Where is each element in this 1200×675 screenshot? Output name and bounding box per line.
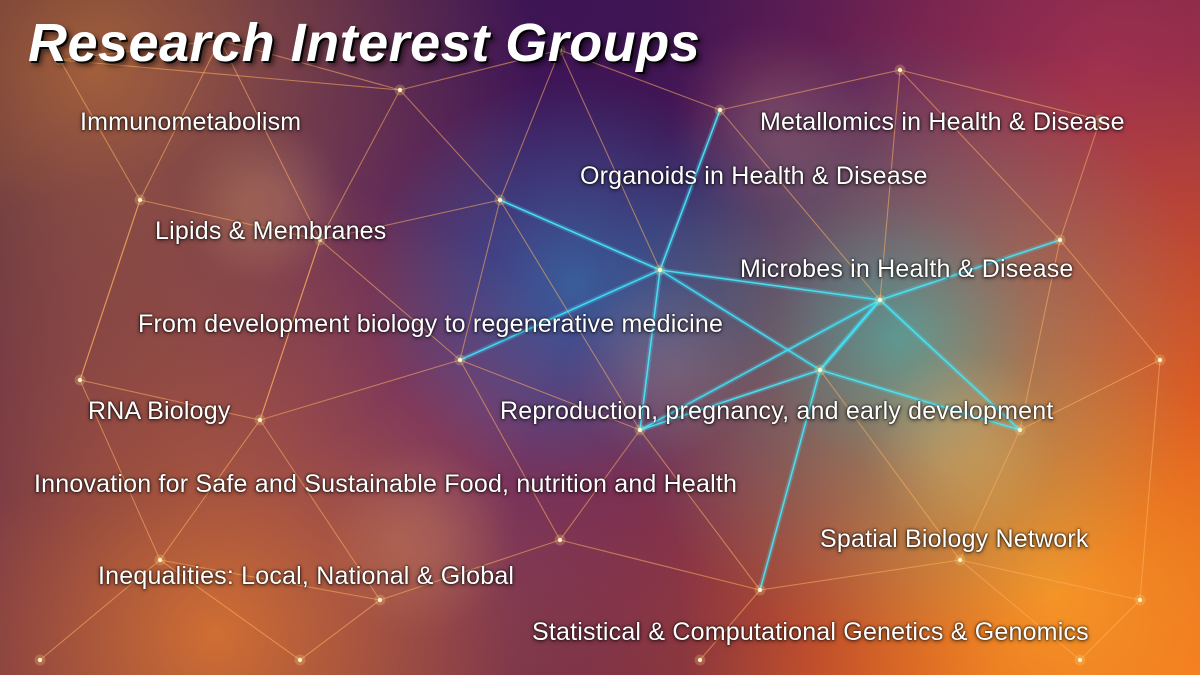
topic-label: Lipids & Membranes — [155, 217, 386, 246]
topic-label: From development biology to regenerative… — [138, 310, 723, 339]
topic-label: Statistical & Computational Genetics & G… — [532, 618, 1089, 647]
infographic-canvas: Research Interest Groups Immunometabolis… — [0, 0, 1200, 675]
topic-label: Inequalities: Local, National & Global — [98, 562, 514, 591]
topic-label: Organoids in Health & Disease — [580, 162, 928, 191]
topic-label: Innovation for Safe and Sustainable Food… — [34, 470, 737, 499]
topic-label: Spatial Biology Network — [820, 525, 1089, 554]
topic-label: Microbes in Health & Disease — [740, 255, 1074, 284]
topic-label: Metallomics in Health & Disease — [760, 108, 1125, 137]
topic-label: RNA Biology — [88, 397, 231, 426]
page-title: Research Interest Groups — [28, 16, 700, 70]
topic-label: Immunometabolism — [80, 108, 301, 137]
topic-label: Reproduction, pregnancy, and early devel… — [500, 397, 1054, 426]
